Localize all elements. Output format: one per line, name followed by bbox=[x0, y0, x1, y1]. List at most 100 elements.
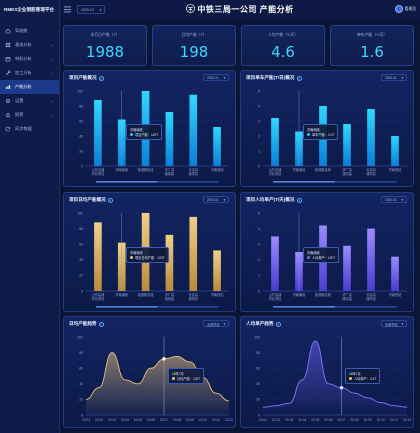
x-tick-label: 速项目 bbox=[188, 296, 198, 301]
x-tick-label: 速改建 bbox=[342, 171, 352, 176]
kpi-value: 4.6 bbox=[271, 43, 295, 61]
x-tick-label: 济北项目 bbox=[92, 296, 105, 301]
x-tick-label: 济南南段 bbox=[293, 167, 307, 172]
panel-title-text: 项目单车产能(T/日)概况 bbox=[246, 75, 295, 80]
x-tick-label: 济广高 bbox=[165, 292, 175, 297]
y-tick-label: 0 bbox=[258, 164, 260, 168]
panel-select[interactable]: 2020-01 ▼ bbox=[381, 196, 407, 203]
tooltip-title: 18年7月 bbox=[172, 372, 184, 376]
sidebar-item-4[interactable]: 产能分析 bbox=[0, 80, 59, 94]
y-tick-label: 40 bbox=[79, 382, 83, 386]
kpi-label: 人均产能（T/天） bbox=[268, 33, 298, 37]
sidebar-item-1[interactable]: 基本分析 ⌄ bbox=[0, 38, 59, 52]
panel-select-value: 全部项目 bbox=[385, 323, 398, 327]
sidebar-item-label: 加工分析 bbox=[15, 70, 32, 75]
x-tick-label: 山东高速 bbox=[269, 167, 283, 172]
series-line bbox=[262, 340, 408, 408]
y-tick-label: 0 bbox=[81, 164, 83, 168]
scrollbar-thumb bbox=[273, 306, 335, 308]
x-tick-label: 山东高速 bbox=[92, 167, 106, 172]
panel-title: 人均单产趋势? bbox=[246, 321, 281, 327]
bar bbox=[94, 222, 102, 291]
date-select[interactable]: 2020-01 ▼ bbox=[77, 5, 105, 14]
sidebar-item-5[interactable]: 设置 ⌄ bbox=[0, 94, 59, 108]
x-tick-label: 长清高 bbox=[188, 167, 198, 172]
x-tick-label: 济南南段 bbox=[115, 292, 129, 297]
chart-tooltip: 济南南段 项目产能：120T bbox=[126, 124, 163, 140]
scrollbar-thumb bbox=[96, 181, 158, 183]
chart-tooltip: 济南南段 人均单产：120T bbox=[303, 247, 340, 263]
help-icon[interactable]: ? bbox=[98, 321, 104, 327]
help-icon[interactable]: ? bbox=[98, 75, 104, 81]
x-tick-label: 长清高 bbox=[188, 292, 198, 297]
help-icon[interactable]: ? bbox=[107, 197, 113, 203]
chevron-down-icon: ⌄ bbox=[50, 42, 54, 47]
x-tick-label: 20-02 bbox=[95, 418, 103, 422]
panel-select[interactable]: 全部项目 ▼ bbox=[203, 320, 229, 327]
y-tick-label: 3 bbox=[258, 243, 260, 247]
panel-select[interactable]: 2020-01 ▼ bbox=[203, 196, 229, 203]
y-tick-label: 4 bbox=[258, 227, 260, 231]
area-chart-daily-capacity-trend: 0 20 40 60 80 100 20-01 20-02 20-03 20-04 20-05 20-… bbox=[77, 335, 233, 422]
sidebar-item-7[interactable]: 同步数据 bbox=[0, 122, 59, 136]
x-tick-label: 20-03 bbox=[285, 418, 293, 422]
bar bbox=[165, 112, 174, 166]
y-tick-label: 1 bbox=[258, 149, 260, 153]
bar bbox=[367, 228, 375, 291]
sidebar-item-label: 设置 bbox=[15, 98, 24, 103]
help-icon[interactable]: ? bbox=[296, 75, 302, 81]
panel-vehicle-capacity: 项目单车产能(T/日)概况? 2020-01 ▼ 0 1 2 3 4 5 山东高速 济北项目 济南… bbox=[240, 70, 414, 187]
x-tick-label: 济南西站 bbox=[211, 167, 225, 172]
sidebar-item-3[interactable]: 加工分析 ⌄ bbox=[0, 66, 59, 80]
user-menu[interactable]: 管理员 bbox=[394, 5, 416, 13]
chevron-down-icon: ⌄ bbox=[50, 56, 54, 61]
kpi-card-per-person: 人均产能（T/天） 4.6 bbox=[241, 25, 325, 66]
tooltip-value: 120T bbox=[192, 377, 201, 381]
panel-title: 项目产能概况? bbox=[69, 75, 104, 81]
sidebar-item-0[interactable]: 驾驶舱 bbox=[0, 24, 59, 38]
area-chart-per-person-trend: 0 20 40 60 80 100 20-01 20-02 20-03 20-04 20-05 20-… bbox=[254, 335, 411, 422]
sidebar-item-label: 产能分析 bbox=[15, 84, 32, 89]
series-dot bbox=[349, 377, 352, 380]
logo-icon bbox=[186, 4, 196, 13]
sidebar-item-2[interactable]: 材料分析 ⌄ bbox=[0, 52, 59, 66]
bar bbox=[165, 234, 174, 291]
chart-icon bbox=[6, 85, 11, 89]
user-name: 管理员 bbox=[404, 6, 416, 11]
box-icon bbox=[5, 57, 11, 62]
help-icon[interactable]: ? bbox=[296, 197, 302, 203]
y-tick-label: 100 bbox=[77, 89, 83, 93]
kpi-card-per-vehicle: 单车产能（T/天） 1.6 bbox=[330, 25, 414, 66]
help-icon[interactable]: ? bbox=[275, 321, 281, 327]
wrench-icon bbox=[5, 70, 11, 76]
x-tick-label: 20-07 bbox=[337, 418, 345, 422]
panel-daily-capacity: 项目日均产能概况? 2020-01 ▼ 0 20 40 60 80 100 山东高速 济北项目 济… bbox=[63, 192, 236, 312]
y-tick-label: 4 bbox=[258, 104, 260, 108]
sidebar-item-label: 驾驶舱 bbox=[15, 28, 28, 33]
kpi-value: 1.6 bbox=[360, 43, 384, 61]
menu-icon[interactable] bbox=[64, 6, 71, 13]
panel-select[interactable]: 全部项目 ▼ bbox=[381, 320, 407, 327]
y-tick-label: 40 bbox=[79, 258, 83, 262]
tooltip-title: 济南南段 bbox=[307, 251, 320, 255]
x-tick-label: 济南西站 bbox=[389, 167, 403, 172]
panel-title-text: 项目产能概况 bbox=[69, 75, 97, 80]
tooltip-label: 项目产能： bbox=[135, 133, 151, 137]
sidebar-item-6[interactable]: 报警 ⌄ bbox=[0, 108, 59, 122]
panel-select[interactable]: 2020-01 ▼ bbox=[203, 74, 229, 81]
y-tick-label: 20 bbox=[79, 274, 83, 278]
x-tick-label: 临港新区段 bbox=[315, 292, 332, 297]
x-tick-label: 20-06 bbox=[324, 418, 332, 422]
y-tick-label: 5 bbox=[258, 89, 260, 93]
chevron-down-icon: ▼ bbox=[223, 322, 226, 326]
y-tick-label: 2 bbox=[258, 134, 260, 138]
tooltip-value: 2.0T bbox=[327, 133, 335, 137]
x-tick-label: 山东高速 bbox=[92, 292, 106, 297]
series-dot bbox=[307, 256, 310, 259]
x-tick-label: 济北项目 bbox=[269, 296, 282, 301]
x-tick-label: 济北项目 bbox=[92, 171, 105, 176]
panel-select[interactable]: 2020-01 ▼ bbox=[381, 74, 407, 81]
x-tick-label: 20-05 bbox=[311, 418, 319, 422]
